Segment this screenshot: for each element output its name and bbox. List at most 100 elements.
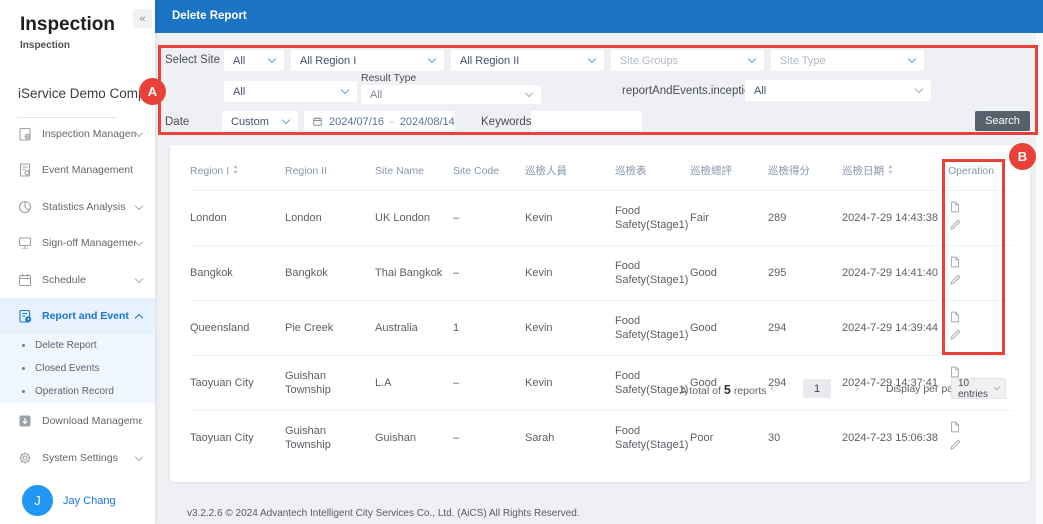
site-groups-placeholder: Site Groups bbox=[620, 54, 679, 67]
cell-rating: Good bbox=[690, 300, 768, 356]
edit-report-icon[interactable] bbox=[948, 438, 962, 452]
table-header-row: Region I Region II Site Name Site Code 巡… bbox=[190, 157, 1012, 191]
bullet-icon bbox=[22, 390, 25, 393]
view-report-icon[interactable] bbox=[948, 255, 962, 269]
topbar: Delete Report bbox=[155, 0, 1043, 33]
chevron-down-icon bbox=[134, 274, 144, 283]
cell-region2: Bangkok bbox=[285, 245, 375, 301]
chevron-down-icon bbox=[134, 237, 144, 246]
chevron-down-icon bbox=[340, 85, 350, 95]
sidebar-item-schedule[interactable]: Schedule bbox=[0, 262, 155, 298]
cell-inspection-form: Food Safety(Stage1) bbox=[615, 245, 690, 301]
chevron-down-icon bbox=[267, 54, 277, 64]
cell-region1: Taoyuan City bbox=[190, 355, 285, 411]
site-type-select[interactable]: Site Type bbox=[771, 50, 924, 71]
cell-operation bbox=[948, 300, 1012, 356]
header-region1[interactable]: Region I bbox=[190, 157, 285, 191]
cell-date: 2024-7-29 14:39:44 bbox=[842, 300, 948, 356]
brand-subtitle: Inspection bbox=[20, 40, 71, 51]
submenu-item-closed-events[interactable]: Closed Events bbox=[0, 357, 155, 380]
cell-site-name: Guishan bbox=[375, 410, 453, 465]
sort-icon[interactable] bbox=[232, 164, 239, 178]
submenu-item-delete-report[interactable]: Delete Report bbox=[0, 334, 155, 357]
cell-region1: Taoyuan City bbox=[190, 410, 285, 465]
monitor-icon bbox=[17, 235, 33, 251]
page-number-button[interactable]: 1 bbox=[803, 379, 831, 398]
event-document-icon bbox=[17, 162, 33, 178]
sidebar-item-event-management[interactable]: Event Management bbox=[0, 152, 155, 188]
header-inspection-form: 巡檢表 bbox=[615, 165, 647, 177]
submenu-item-operation-record[interactable]: Operation Record bbox=[0, 380, 155, 403]
divider bbox=[17, 117, 117, 118]
view-report-icon[interactable] bbox=[948, 310, 962, 324]
sidebar-item-system-settings[interactable]: System Settings bbox=[0, 440, 155, 476]
cell-score: 295 bbox=[768, 245, 842, 301]
annotation-label-a: A bbox=[139, 78, 166, 105]
keywords-input[interactable] bbox=[531, 111, 642, 132]
site-filter-select[interactable]: All bbox=[224, 81, 357, 102]
cell-inspection-form: Food Safety(Stage1) bbox=[615, 410, 690, 465]
scrollbar-track[interactable] bbox=[1036, 33, 1043, 524]
search-button-label: Search bbox=[985, 115, 1020, 127]
cell-date: 2024-7-29 14:37:41 bbox=[842, 355, 948, 411]
sort-icon[interactable] bbox=[887, 164, 894, 178]
total-count: 5 bbox=[723, 383, 731, 397]
table-row: Taoyuan City Guishan Township L.A – Kevi… bbox=[190, 355, 1012, 411]
edit-report-icon[interactable] bbox=[948, 328, 962, 342]
edit-report-icon[interactable] bbox=[948, 273, 962, 287]
sidebar-collapse-button[interactable]: « bbox=[133, 9, 152, 28]
sidebar-item-label: Inspection Management bbox=[42, 128, 136, 140]
site-groups-select[interactable]: Site Groups bbox=[611, 50, 764, 71]
region2-select[interactable]: All Region II bbox=[451, 50, 604, 71]
site-select[interactable]: All bbox=[224, 50, 284, 71]
next-page-button[interactable]: › bbox=[855, 380, 859, 395]
table-row: Queensland Pie Creek Australia 1 Kevin F… bbox=[190, 300, 1012, 356]
view-report-icon[interactable] bbox=[948, 365, 962, 379]
company-selector[interactable]: iService Demo Comp bbox=[18, 86, 160, 101]
cell-rating: Fair bbox=[690, 190, 768, 246]
date-mode-value: Custom bbox=[231, 115, 269, 128]
sidebar-item-label: System Settings bbox=[42, 452, 118, 464]
date-mode-select[interactable]: Custom bbox=[222, 111, 298, 132]
inception-tag-select[interactable]: All bbox=[745, 80, 931, 101]
cell-date: 2024-7-29 14:41:40 bbox=[842, 245, 948, 301]
per-page-select[interactable]: 10 entries bbox=[951, 378, 1006, 400]
bullet-icon bbox=[22, 367, 25, 370]
cell-rating: Good bbox=[690, 245, 768, 301]
cell-site-code: – bbox=[453, 245, 525, 301]
result-type-select[interactable]: All bbox=[361, 85, 541, 104]
cell-site-name: Australia bbox=[375, 300, 453, 356]
sidebar-item-statistics-analysis[interactable]: Statistics Analysis bbox=[0, 189, 155, 225]
sidebar-item-download-management[interactable]: Download Management bbox=[0, 403, 155, 439]
avatar-initial: J bbox=[34, 493, 41, 508]
sidebar-item-signoff-management[interactable]: Sign-off Management bbox=[0, 225, 155, 261]
cell-inspector: Kevin bbox=[525, 300, 615, 356]
chevron-down-icon bbox=[281, 115, 291, 125]
date-range-picker[interactable]: 2024/07/16 - 2024/08/14 bbox=[304, 111, 455, 132]
total-reports-text: A total of 5 reports bbox=[680, 383, 767, 397]
user-name[interactable]: Jay Chang bbox=[63, 495, 116, 507]
header-region2: Region II bbox=[285, 164, 328, 177]
result-type-value: All bbox=[370, 88, 383, 101]
per-page-label: Display per page bbox=[886, 383, 965, 395]
sidebar-item-report-and-event[interactable]: Report and Event bbox=[0, 298, 155, 334]
view-report-icon[interactable] bbox=[948, 200, 962, 214]
region1-select[interactable]: All Region I bbox=[291, 50, 444, 71]
prev-page-button[interactable]: ‹ bbox=[770, 380, 774, 395]
cell-region1: London bbox=[190, 190, 285, 246]
site-filter-value: All bbox=[233, 85, 246, 98]
chevron-right-icon: › bbox=[855, 380, 860, 395]
view-report-icon[interactable] bbox=[948, 420, 962, 434]
user-avatar[interactable]: J bbox=[22, 485, 53, 516]
sidebar: Inspection Inspection « iService Demo Co… bbox=[0, 0, 160, 524]
header-date[interactable]: 巡檢日期 bbox=[842, 157, 948, 191]
cell-rating: Good bbox=[690, 355, 768, 411]
edit-report-icon[interactable] bbox=[948, 218, 962, 232]
report-table: Region I Region II Site Name Site Code 巡… bbox=[190, 157, 1012, 465]
sidebar-item-label: Schedule bbox=[42, 274, 86, 286]
calendar-icon bbox=[312, 116, 323, 127]
search-button[interactable]: Search bbox=[975, 111, 1030, 131]
select-site-label: Select Site bbox=[165, 54, 220, 66]
cell-score: 294 bbox=[768, 300, 842, 356]
sidebar-item-inspection-management[interactable]: Inspection Management bbox=[0, 116, 155, 152]
